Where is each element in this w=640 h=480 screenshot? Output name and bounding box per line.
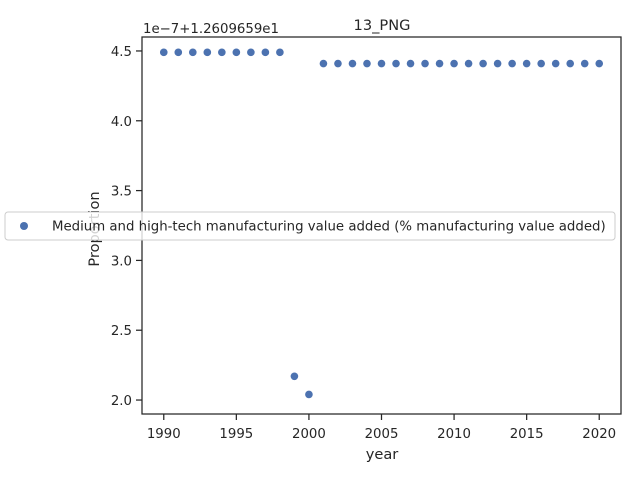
- data-point: [392, 59, 400, 68]
- data-point: [479, 59, 487, 68]
- data-point: [348, 59, 357, 68]
- data-point: [421, 59, 429, 68]
- data-point: [290, 372, 299, 381]
- data-point: [174, 48, 183, 57]
- data-point: [276, 48, 284, 57]
- legend-marker: [20, 222, 28, 230]
- y-axis: 2.0 2.5 3.0 3.5 4.0 4.5: [111, 45, 142, 409]
- y-tick-label: 4.0: [111, 115, 132, 130]
- x-tick-label: 2015: [510, 427, 544, 442]
- data-point: [566, 59, 574, 68]
- x-tick-label: 2000: [292, 427, 326, 442]
- data-point: [334, 59, 342, 68]
- data-point: [493, 59, 502, 68]
- legend-label: Medium and high-tech manufacturing value…: [52, 220, 606, 235]
- x-tick-label: 1990: [147, 427, 181, 442]
- y-axis-offset-label: 1e−7+1.2609659e1: [143, 22, 279, 37]
- data-point: [508, 59, 516, 68]
- y-tick-label: 2.5: [111, 324, 132, 339]
- x-tick-label: 2010: [437, 427, 471, 442]
- data-point: [319, 59, 328, 68]
- data-point: [580, 59, 589, 68]
- y-tick-label: 3.5: [111, 185, 132, 200]
- data-point: [522, 59, 531, 68]
- data-point: [406, 59, 415, 68]
- data-point: [305, 390, 313, 399]
- x-tick-label: 1995: [219, 427, 253, 442]
- data-point: [464, 59, 473, 68]
- legend: Medium and high-tech manufacturing value…: [4, 211, 616, 241]
- x-tick-label: 2020: [582, 427, 616, 442]
- data-point: [232, 48, 241, 57]
- x-axis: 1990 1995 2000 2005 2010 2015 2020: [147, 414, 616, 442]
- y-tick-label: 3.0: [111, 254, 132, 269]
- data-point: [261, 48, 270, 57]
- data-point: [435, 59, 444, 68]
- data-point: [377, 59, 386, 68]
- legend-box: [4, 211, 616, 241]
- data-point: [159, 48, 168, 57]
- x-tick-label: 2005: [365, 427, 399, 442]
- data-point: [537, 59, 545, 68]
- chart-title: 13_PNG: [354, 17, 411, 34]
- data-points: [159, 48, 604, 399]
- data-point: [203, 48, 212, 57]
- data-point: [363, 59, 371, 68]
- data-point: [218, 48, 226, 57]
- y-tick-label: 2.0: [111, 394, 132, 409]
- y-tick-label: 4.5: [111, 45, 132, 60]
- data-point: [551, 59, 560, 68]
- data-point: [189, 48, 197, 57]
- data-point: [595, 59, 604, 68]
- data-point: [450, 59, 458, 68]
- data-point: [247, 48, 255, 57]
- x-axis-label: year: [366, 446, 399, 463]
